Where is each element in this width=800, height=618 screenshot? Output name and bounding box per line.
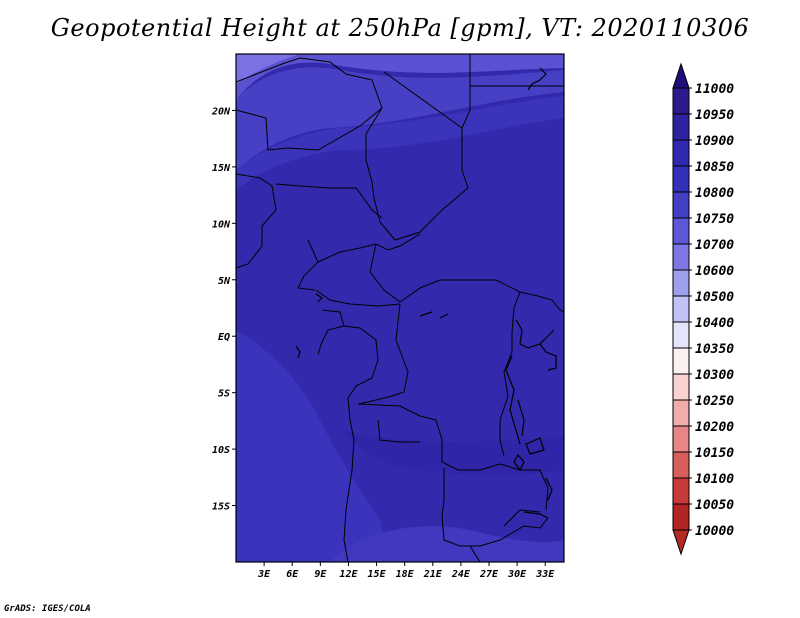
colorbar-label: 10350 xyxy=(695,342,734,357)
colorbar-label: 10800 xyxy=(695,186,734,201)
map-frame xyxy=(235,53,565,563)
colorbar-label: 10250 xyxy=(695,394,734,409)
latitude-axis: 20N 15N 10N 5N EQ 5S 10S 15S xyxy=(211,106,236,513)
lon-tick-label: 27E xyxy=(479,569,499,580)
lon-tick-label: 3E xyxy=(257,569,271,580)
colorbar-swatch xyxy=(672,269,690,297)
colorbar-top-arrow xyxy=(672,62,690,89)
lat-tick-label: 20N xyxy=(211,106,231,117)
colorbar-swatch xyxy=(672,113,690,141)
country-borders xyxy=(236,54,564,562)
colorbar-swatch xyxy=(672,503,690,531)
colorbar-swatch xyxy=(672,243,690,271)
colorbar-swatch xyxy=(672,165,690,193)
colorbar-swatch xyxy=(672,295,690,323)
lat-tick-label: 10N xyxy=(212,219,231,230)
colorbar-swatch xyxy=(672,399,690,427)
map-title: Geopotential Height at 250hPa [gpm], VT:… xyxy=(50,14,750,42)
colorbar-label: 10500 xyxy=(695,290,734,305)
lat-tick-label: 15N xyxy=(212,163,231,174)
colorbar-label: 10900 xyxy=(695,134,734,149)
colorbar: 11000 10950 10900 10850 10800 10750 10700 10600… xyxy=(672,62,734,556)
lon-tick-label: 15E xyxy=(368,569,387,580)
colorbar-swatch xyxy=(672,373,690,401)
colorbar-label: 10950 xyxy=(695,108,734,123)
lat-tick-label: 10S xyxy=(212,445,230,456)
colorbar-swatch xyxy=(672,217,690,245)
colorbar-swatch xyxy=(672,139,690,167)
colorbar-label: 10100 xyxy=(695,472,734,487)
colorbar-label: 10700 xyxy=(695,238,734,253)
lon-tick-label: 21E xyxy=(423,569,443,580)
grads-credit: GrADS: IGES/COLA xyxy=(4,604,91,614)
colorbar-label: 10300 xyxy=(695,368,734,383)
lon-tick-label: 30E xyxy=(507,569,527,580)
lat-tick-label: 15S xyxy=(212,502,230,513)
colorbar-swatch xyxy=(672,321,690,349)
colorbar-swatch xyxy=(672,451,690,479)
lat-tick-label: EQ xyxy=(218,332,230,343)
lakes-and-islands xyxy=(295,67,557,519)
colorbar-bottom-arrow xyxy=(672,529,690,556)
lat-tick-label: 5S xyxy=(218,389,230,400)
lon-tick-label: 9E xyxy=(314,569,327,580)
colorbar-swatch xyxy=(672,347,690,375)
lon-tick-label: 12E xyxy=(339,569,358,580)
colorbar-label: 10000 xyxy=(695,524,734,539)
lon-tick-label: 33E xyxy=(535,569,555,580)
colorbar-label: 10150 xyxy=(695,446,734,461)
lon-tick-label: 18E xyxy=(396,569,415,580)
colorbar-swatch xyxy=(672,191,690,219)
colorbar-label: 10850 xyxy=(695,160,734,175)
colorbar-label: 10750 xyxy=(695,212,734,227)
colorbar-swatch xyxy=(672,477,690,505)
colorbar-label: 11000 xyxy=(695,82,734,97)
lon-tick-label: 24E xyxy=(451,569,471,580)
lat-tick-label: 5N xyxy=(218,276,231,287)
colorbar-swatch xyxy=(672,425,690,453)
lon-tick-label: 6E xyxy=(286,569,299,580)
colorbar-label: 10600 xyxy=(695,264,734,279)
colorbar-swatch xyxy=(672,87,690,115)
longitude-axis: 3E 6E 9E 12E 15E 18E 21E 24E 27E 30E 33E xyxy=(257,562,555,580)
colorbar-label: 10050 xyxy=(695,498,734,513)
colorbar-label: 10200 xyxy=(695,420,734,435)
colorbar-label: 10400 xyxy=(695,316,734,331)
